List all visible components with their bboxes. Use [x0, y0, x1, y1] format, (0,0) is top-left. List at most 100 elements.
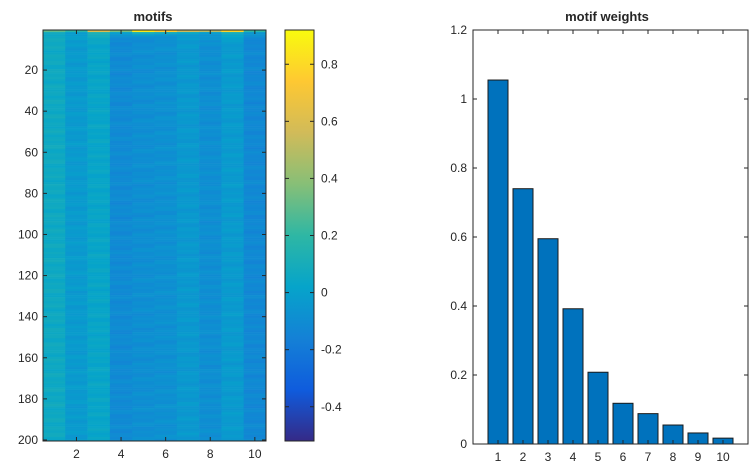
heatmap-cell	[176, 87, 200, 90]
heatmap-cell	[199, 46, 222, 49]
heatmap-cell	[199, 272, 222, 275]
heatmap-cell	[176, 364, 200, 368]
heatmap-cell	[87, 214, 111, 218]
heatmap-cell	[65, 371, 88, 374]
heatmap-cells	[43, 30, 267, 442]
heatmap-cell	[154, 356, 178, 360]
heatmap-cell	[243, 219, 267, 222]
heatmap-cell	[176, 71, 200, 74]
heatmap-cell	[243, 245, 267, 249]
heatmap-cell	[87, 77, 111, 80]
heatmap-cell	[243, 198, 267, 201]
heatmap-cell	[65, 262, 88, 265]
heatmap-cell	[243, 112, 267, 115]
heatmap-cell	[109, 260, 133, 263]
heatmap-cell	[109, 71, 133, 74]
heatmap-cell	[65, 317, 88, 321]
heatmap-cell	[199, 223, 222, 226]
heatmap-cell	[154, 313, 178, 316]
heatmap-cell	[176, 284, 200, 288]
heatmap-cell	[243, 83, 267, 86]
heatmap-cell	[65, 338, 88, 341]
heatmap-cell	[132, 327, 155, 331]
heatmap-cell	[43, 276, 66, 279]
heatmap-cell	[132, 241, 155, 245]
heatmap-cell	[87, 346, 111, 349]
heatmap-cell	[154, 149, 178, 152]
heatmap-cell	[221, 408, 244, 411]
heatmap-cell	[132, 163, 155, 166]
heatmap-cell	[243, 282, 267, 286]
heatmap-cell	[199, 108, 222, 111]
heatmap-cell	[221, 173, 244, 177]
heatmap-cell	[154, 40, 178, 43]
heatmap-cell	[199, 85, 222, 88]
heatmap-cell	[243, 188, 267, 191]
heatmap-cell	[87, 362, 111, 366]
heatmap-cell	[243, 128, 267, 131]
heatmap-cell	[243, 116, 267, 119]
heatmap-cell	[132, 190, 155, 193]
heatmap-cell	[176, 219, 200, 222]
heatmap-cell	[154, 60, 178, 64]
heatmap-cell	[199, 229, 222, 232]
heatmap-cell	[176, 344, 200, 347]
heatmap-cell	[109, 214, 133, 218]
heatmap-cell	[132, 436, 155, 440]
heatmap-cell	[199, 426, 222, 429]
heatmap-cell	[65, 254, 88, 257]
heatmap-cell	[176, 321, 200, 325]
heatmap-cell	[87, 69, 111, 72]
heatmap-cell	[176, 93, 200, 97]
colorbar: -0.4-0.200.20.40.60.8	[284, 29, 342, 442]
heatmap-cell	[176, 338, 200, 341]
heatmap-cell	[199, 175, 222, 179]
heatmap-cell	[243, 395, 267, 399]
heatmap-cell	[243, 151, 267, 154]
heatmap-cell	[132, 280, 155, 284]
heatmap-cell	[243, 106, 267, 109]
heatmap-cell	[221, 93, 244, 97]
heatmap-cell	[109, 130, 133, 134]
heatmap-cell	[199, 412, 222, 415]
heatmap-cell	[65, 379, 88, 382]
heatmap-cell	[132, 362, 155, 366]
heatmap-cell	[176, 282, 200, 286]
heatmap-cell	[109, 46, 133, 49]
heatmap-cell	[199, 397, 222, 401]
heatmap-cell	[87, 151, 111, 154]
heatmap-cell	[109, 332, 133, 335]
heatmap-cell	[65, 147, 88, 150]
heatmap-cell	[199, 184, 222, 187]
heatmap-cell	[43, 251, 66, 255]
heatmap-cell	[154, 58, 178, 62]
heatmap-cell	[176, 99, 200, 103]
heatmap-cell	[132, 155, 155, 158]
heatmap-cell	[87, 430, 111, 434]
heatmap-cell	[65, 299, 88, 302]
heatmap-cell	[65, 260, 88, 263]
heatmap-cell	[65, 350, 88, 353]
heatmap-cell	[176, 299, 200, 302]
heatmap-cell	[87, 32, 111, 35]
heatmap-cell	[132, 138, 155, 142]
heatmap-cell	[43, 245, 66, 249]
heatmap-cell	[109, 122, 133, 125]
heatmap-cell	[154, 69, 178, 72]
heatmap-cell	[87, 354, 111, 358]
heatmap-cell	[221, 391, 244, 395]
heatmap-cell	[43, 364, 66, 368]
heatmap-cell	[87, 198, 111, 201]
heatmap-cell	[132, 274, 155, 277]
heatmap-cell	[43, 30, 66, 33]
heatmap-cell	[243, 424, 267, 427]
heatmap-cell	[199, 270, 222, 273]
heatmap-cell	[221, 284, 244, 288]
heatmap-cell	[176, 58, 200, 62]
heatmap-cell	[221, 208, 244, 212]
heatmap-cell	[221, 194, 244, 197]
heatmap-cell	[65, 229, 88, 232]
heatmap-cell	[221, 414, 244, 417]
heatmap-cell	[176, 243, 200, 247]
heatmap-cell	[243, 200, 267, 203]
